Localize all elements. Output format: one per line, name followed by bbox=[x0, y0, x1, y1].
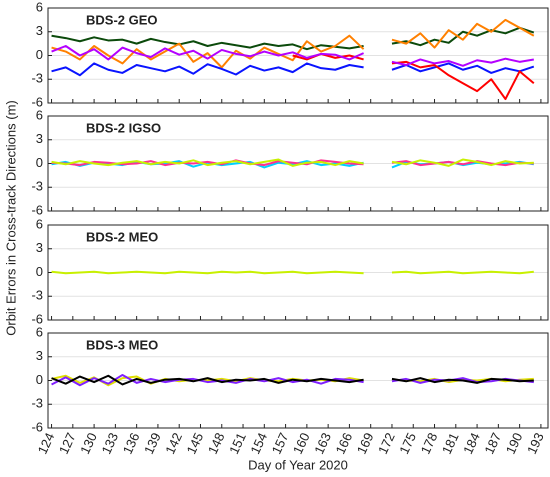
y-tick-label: 0 bbox=[36, 155, 43, 170]
panel-title: BDS-2 GEO bbox=[86, 12, 158, 27]
x-tick-label: 133 bbox=[98, 430, 121, 456]
x-tick-label: 145 bbox=[184, 430, 207, 456]
y-tick-label: 3 bbox=[36, 131, 43, 146]
y-tick-label: 0 bbox=[36, 372, 43, 387]
y-tick-label: 3 bbox=[36, 240, 43, 255]
x-tick-label: 154 bbox=[247, 430, 270, 456]
x-tick-label: 148 bbox=[205, 430, 228, 456]
y-tick-label: -3 bbox=[31, 179, 43, 194]
y-tick-label: 6 bbox=[36, 107, 43, 122]
x-tick-label: 175 bbox=[396, 430, 419, 456]
x-tick-label: 130 bbox=[77, 430, 100, 456]
x-tick-label: 169 bbox=[354, 430, 377, 456]
y-tick-label: -3 bbox=[31, 71, 43, 86]
x-tick-label: 181 bbox=[439, 430, 462, 456]
panel-title: BDS-3 MEO bbox=[86, 337, 158, 352]
y-tick-label: 6 bbox=[36, 324, 43, 339]
panel-title: BDS-2 IGSO bbox=[86, 120, 161, 135]
y-tick-label: 3 bbox=[36, 348, 43, 363]
y-tick-label: 6 bbox=[36, 0, 43, 14]
y-tick-label: -6 bbox=[31, 419, 43, 434]
panel-title: BDS-2 MEO bbox=[86, 229, 158, 244]
plot-area bbox=[51, 18, 535, 101]
x-tick-label: 184 bbox=[460, 430, 483, 456]
plot-area bbox=[51, 270, 534, 275]
panel-frame bbox=[47, 224, 549, 321]
x-tick-label: 166 bbox=[332, 430, 355, 456]
y-tick-label: -3 bbox=[31, 288, 43, 303]
plot-area bbox=[51, 158, 534, 169]
x-axis-label: Day of Year 2020 bbox=[248, 457, 348, 472]
x-tick-label: 178 bbox=[418, 430, 441, 456]
series-line bbox=[51, 374, 534, 386]
series-line bbox=[51, 158, 534, 167]
y-tick-label: -6 bbox=[31, 94, 43, 109]
x-tick-label: 160 bbox=[290, 430, 313, 456]
x-tick-label: 190 bbox=[503, 430, 526, 456]
plot-area bbox=[51, 373, 534, 387]
x-tick-label: 157 bbox=[269, 430, 292, 456]
y-tick-label: 0 bbox=[36, 264, 43, 279]
series-line bbox=[51, 270, 534, 275]
series-line bbox=[51, 18, 535, 69]
x-tick-label: 187 bbox=[481, 430, 504, 456]
panel-frame bbox=[47, 7, 549, 104]
series-line bbox=[51, 62, 535, 77]
y-axis-label: Orbit Errors in Cross-track Directions (… bbox=[3, 100, 18, 335]
series-line bbox=[292, 52, 535, 101]
y-tick-label: -6 bbox=[31, 311, 43, 326]
x-tick-label: 151 bbox=[226, 430, 249, 456]
y-tick-label: 0 bbox=[36, 47, 43, 62]
x-tick-label: 139 bbox=[141, 430, 164, 456]
panel-frame bbox=[47, 115, 549, 212]
y-tick-label: 6 bbox=[36, 216, 43, 231]
x-tick-label: 136 bbox=[120, 430, 143, 456]
y-tick-label: 3 bbox=[36, 23, 43, 38]
x-tick-label: 172 bbox=[375, 430, 398, 456]
panel-frame bbox=[47, 332, 549, 429]
series-line bbox=[51, 45, 534, 67]
x-tick-label: 193 bbox=[524, 430, 547, 456]
x-tick-label: 163 bbox=[311, 430, 334, 456]
y-tick-label: -6 bbox=[31, 202, 43, 217]
y-tick-label: -3 bbox=[31, 396, 43, 411]
x-tick-label: 142 bbox=[162, 430, 185, 456]
x-tick-label: 127 bbox=[56, 430, 79, 456]
series-line bbox=[51, 26, 535, 51]
